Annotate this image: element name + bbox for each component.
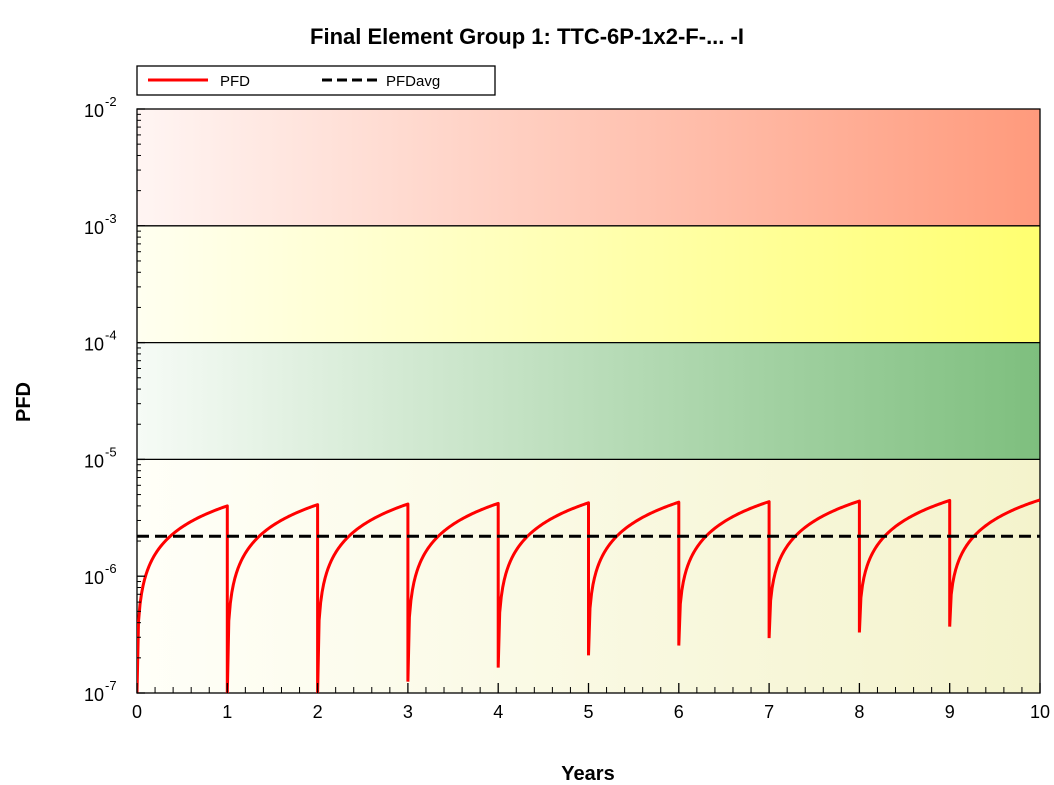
y-axis-label: PFD	[13, 382, 35, 422]
sil-bands	[137, 109, 1040, 693]
y-tick-base: 10	[84, 218, 104, 238]
y-tick-label: 10 -3	[84, 211, 117, 238]
y-tick-exponent: -3	[105, 211, 117, 226]
y-tick-label: 10 -4	[84, 328, 117, 355]
legend-pfd-label: PFD	[220, 73, 250, 90]
band-2	[137, 342, 1040, 460]
x-tick-label: 2	[313, 702, 323, 722]
y-tick-label: 10 -5	[84, 444, 117, 471]
y-tick-base: 10	[84, 335, 104, 355]
tick-marks	[136, 108, 1041, 694]
series-pfd-line	[137, 498, 1040, 693]
y-tick-exponent: -2	[105, 94, 117, 109]
y-tick-base: 10	[84, 101, 104, 121]
y-tick-exponent: -5	[105, 444, 117, 459]
chart-title: Final Element Group 1: TTC-6P-1x2-F-... …	[310, 24, 744, 49]
x-tick-label: 1	[222, 702, 232, 722]
band-0	[137, 109, 1040, 226]
x-tick-label: 8	[854, 702, 864, 722]
y-tick-exponent: -7	[105, 678, 117, 693]
y-tick-label: 10 -2	[84, 94, 117, 121]
legend: PFD PFDavg	[136, 65, 496, 96]
y-tick-label: 10 -6	[84, 561, 117, 588]
x-tick-label: 4	[493, 702, 503, 722]
y-tick-label: 10 -7	[84, 678, 117, 705]
x-tick-label: 6	[674, 702, 684, 722]
x-tick-label: 0	[132, 702, 142, 722]
y-tick-exponent: -4	[105, 328, 117, 343]
y-tick-base: 10	[84, 685, 104, 705]
x-axis-label: Years	[561, 763, 614, 785]
series-layer	[137, 498, 1040, 693]
x-tick-label: 7	[764, 702, 774, 722]
legend-pfdavg-label: PFDavg	[386, 73, 440, 90]
x-tick-label: 9	[945, 702, 955, 722]
y-tick-exponent: -6	[105, 561, 117, 576]
x-tick-label: 5	[583, 702, 593, 722]
x-tick-label: 10	[1030, 702, 1050, 722]
x-tick-label: 3	[403, 702, 413, 722]
y-tick-base: 10	[84, 568, 104, 588]
band-1	[137, 225, 1040, 343]
y-tick-base: 10	[84, 451, 104, 471]
